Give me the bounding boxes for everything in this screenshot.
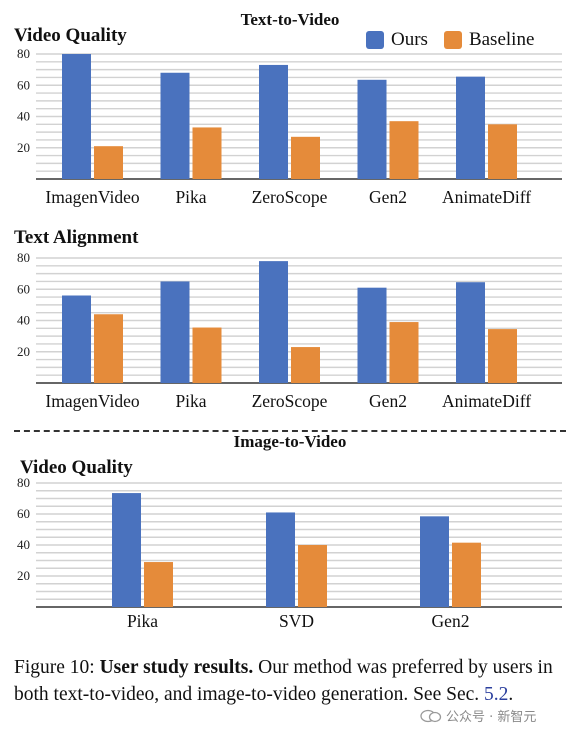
legend-swatch-ours (366, 31, 384, 49)
legend-label-baseline: Baseline (468, 29, 535, 50)
x-category-label: Pika (175, 391, 206, 411)
x-category-label: ImagenVideo (45, 187, 139, 207)
x-category-label: AnimateDiff (442, 187, 531, 207)
bar-ours (357, 79, 387, 179)
bar-ours (259, 261, 288, 383)
x-category-label: ImagenVideo (45, 391, 139, 411)
bar-baseline (192, 327, 222, 383)
bar-baseline (94, 146, 123, 179)
y-tick-label: 20 (17, 344, 30, 359)
t2v-video-quality-chart: Video Quality 20 40 60 80 ImagenVideo Pika Zero… (14, 25, 562, 207)
legend-item-ours: Ours (366, 29, 428, 51)
y-tick-label: 80 (17, 475, 30, 490)
y-tick-label: 40 (17, 109, 30, 124)
bar-baseline (452, 542, 481, 607)
bar-baseline (389, 121, 419, 179)
y-tick-label: 20 (17, 568, 30, 583)
bar-baseline (298, 545, 327, 607)
bar-baseline (291, 136, 320, 179)
bar-baseline (94, 314, 123, 383)
caption-section-link[interactable]: 5.2 (484, 684, 509, 705)
bar-ours (266, 512, 295, 607)
bar-baseline (488, 329, 517, 383)
t2v-text-alignment-chart: Text Alignment 20 40 60 80 ImagenVideo Pika Zer… (14, 227, 562, 411)
caption-bold: User study results. (99, 657, 254, 678)
y-tick-label: 40 (17, 313, 30, 328)
y-tick-label: 20 (17, 140, 30, 155)
bar-baseline (192, 127, 222, 179)
x-category-label: Pika (127, 611, 158, 631)
section-divider (14, 430, 566, 432)
bar-ours (357, 287, 387, 383)
legend-item-baseline: Baseline (443, 29, 535, 51)
caption-end: . (508, 684, 514, 705)
bar-ours (112, 493, 141, 607)
x-category-label: Gen2 (369, 391, 407, 411)
chart-title: Video Quality (20, 457, 133, 478)
watermark: 公众号 · 新智元 (420, 706, 536, 725)
caption-text: Our method was preferred by users in bot… (14, 657, 553, 705)
bar-ours (259, 64, 288, 179)
legend: Ours Baseline (366, 28, 550, 52)
x-category-label: AnimateDiff (442, 391, 531, 411)
y-tick-label: 80 (17, 250, 30, 265)
i2v-video-quality-chart: Video Quality 20 40 60 80 Pika SVD Gen2 (17, 457, 562, 631)
x-category-label: ZeroScope (252, 187, 328, 207)
chart-title: Video Quality (14, 25, 127, 46)
x-category-label: Pika (175, 187, 206, 207)
bar-ours (160, 281, 190, 383)
bar-baseline (389, 322, 419, 383)
y-tick-label: 40 (17, 537, 30, 552)
caption-label: Figure 10: (14, 657, 100, 678)
x-category-label: Gen2 (432, 611, 470, 631)
bar-ours (456, 282, 485, 383)
y-tick-label: 60 (17, 281, 30, 296)
x-category-label: ZeroScope (252, 391, 328, 411)
x-category-label: Gen2 (369, 187, 407, 207)
bar-baseline (291, 347, 320, 383)
bar-baseline (144, 562, 173, 607)
bar-ours (62, 54, 91, 179)
legend-swatch-baseline (443, 31, 462, 49)
wechat-icon (420, 709, 442, 722)
i2v-section-title: Image-to-Video (233, 432, 347, 451)
y-tick-label: 60 (17, 77, 30, 92)
y-tick-label: 80 (17, 46, 30, 61)
y-tick-label: 60 (17, 506, 30, 521)
bar-ours (160, 72, 190, 179)
bar-ours (456, 76, 485, 179)
bar-ours (62, 295, 91, 383)
x-category-label: SVD (279, 611, 314, 631)
watermark-text: 公众号 · 新智元 (446, 710, 537, 725)
bar-ours (420, 516, 449, 607)
bar-baseline (488, 124, 517, 179)
chart-title: Text Alignment (14, 227, 139, 248)
t2v-section-title: Text-to-Video (240, 10, 340, 29)
legend-label-ours: Ours (391, 29, 428, 50)
figure-caption: Figure 10: User study results. Our metho… (14, 654, 570, 708)
